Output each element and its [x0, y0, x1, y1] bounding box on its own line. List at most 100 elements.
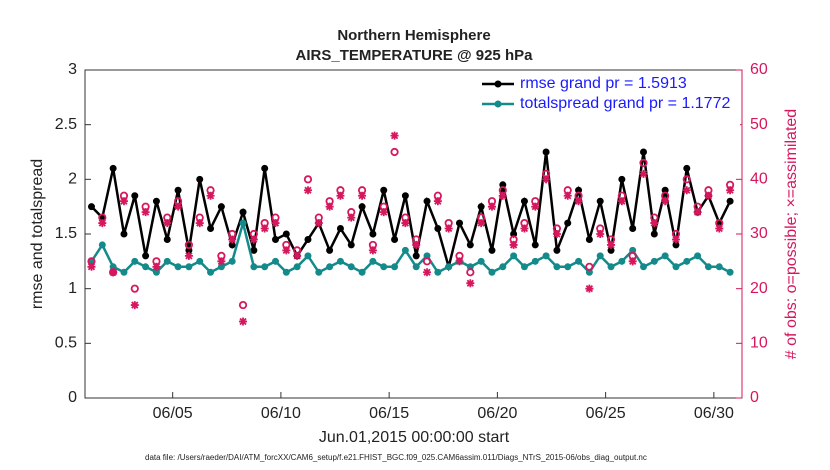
- y-tick-label: 0.5: [55, 335, 77, 352]
- obs-possible: [585, 262, 594, 271]
- obs-assimilated: [726, 186, 735, 195]
- point: [640, 148, 648, 156]
- obs-assimilated: [552, 230, 561, 238]
- point: [250, 246, 258, 254]
- obs-assimilated: [314, 219, 323, 228]
- point: [488, 246, 496, 254]
- obs-assimilated: [119, 197, 128, 206]
- obs-assimilated: [693, 208, 702, 217]
- legend-box: [476, 72, 740, 128]
- point: [618, 175, 626, 183]
- point: [87, 203, 95, 211]
- point: [207, 268, 215, 276]
- point: [542, 148, 550, 156]
- point: [217, 203, 225, 211]
- obs-assimilated: [715, 224, 724, 233]
- chart-subtitle: AIRS_TEMPERATURE @ 925 hPa: [296, 47, 534, 64]
- point: [142, 252, 150, 260]
- obs-assimilated: [163, 219, 172, 228]
- point: [358, 268, 366, 276]
- point: [282, 268, 290, 276]
- y-tick-label: 1: [68, 280, 77, 297]
- obs-assimilated: [217, 257, 226, 266]
- point: [217, 263, 225, 271]
- point: [239, 219, 247, 227]
- point: [575, 186, 583, 194]
- x-tick-label: 06/25: [586, 405, 626, 422]
- point: [152, 268, 160, 276]
- point: [445, 263, 453, 271]
- point: [271, 257, 279, 265]
- obs-assimilated: [650, 219, 659, 228]
- obs-assimilated: [303, 186, 312, 195]
- point: [358, 203, 366, 211]
- obs-assimilated: [184, 251, 193, 260]
- y-tick-label: 3: [68, 61, 77, 78]
- obs-possible: [422, 257, 432, 266]
- x-tick-label: 06/05: [153, 405, 193, 422]
- point: [109, 263, 117, 271]
- point: [131, 257, 139, 265]
- point: [369, 257, 377, 265]
- obs-assimilated: [704, 191, 713, 200]
- point: [412, 252, 420, 260]
- chart-title: Northern Hemisphere: [337, 27, 490, 44]
- point: [629, 246, 637, 254]
- obs-assimilated: [87, 262, 96, 271]
- point: [380, 263, 388, 271]
- point: [683, 257, 691, 265]
- point: [553, 246, 561, 254]
- obs-assimilated: [423, 268, 432, 277]
- obs-assimilated: [661, 197, 670, 206]
- point: [304, 252, 312, 260]
- obs-assimilated: [412, 240, 421, 249]
- point: [531, 241, 539, 249]
- point: [271, 235, 279, 243]
- point: [152, 197, 160, 205]
- point: [434, 268, 442, 276]
- obs-assimilated: [498, 191, 507, 200]
- obs-assimilated: [228, 235, 237, 244]
- obs-assimilated: [336, 191, 345, 200]
- obs-assimilated: [347, 213, 356, 222]
- point: [510, 252, 518, 260]
- point: [585, 268, 593, 276]
- point: [607, 263, 615, 271]
- obs-assimilated: [130, 301, 139, 310]
- point: [401, 192, 409, 200]
- point: [163, 257, 171, 265]
- point: [607, 246, 615, 254]
- point: [250, 263, 258, 271]
- point: [596, 197, 604, 205]
- point: [412, 263, 420, 271]
- point: [315, 268, 323, 276]
- point: [510, 230, 518, 238]
- obs-assimilated: [509, 240, 518, 249]
- point: [304, 235, 312, 243]
- x-tick-label: 06/15: [369, 405, 409, 422]
- point: [228, 241, 236, 249]
- obs-assimilated: [433, 197, 442, 206]
- obs-assimilated: [563, 191, 572, 200]
- obs-assimilated: [682, 186, 691, 195]
- point: [704, 263, 712, 271]
- point: [196, 257, 204, 265]
- point: [98, 241, 106, 249]
- obs-assimilated: [249, 235, 258, 244]
- point: [520, 197, 528, 205]
- point: [336, 225, 344, 233]
- obs-assimilated: [239, 317, 248, 326]
- point: [174, 186, 182, 194]
- obs-assimilated: [617, 197, 626, 206]
- series-line: [90, 151, 732, 272]
- point: [661, 186, 669, 194]
- point: [531, 257, 539, 265]
- y-tick-label: 0: [68, 389, 77, 406]
- point: [499, 263, 507, 271]
- obs-assimilated: [487, 202, 496, 211]
- footnote: data file: /Users/raeder/DAI/ATM_forcXX/…: [145, 453, 647, 462]
- point: [466, 263, 474, 271]
- point: [564, 263, 572, 271]
- obs-assimilated: [628, 257, 637, 266]
